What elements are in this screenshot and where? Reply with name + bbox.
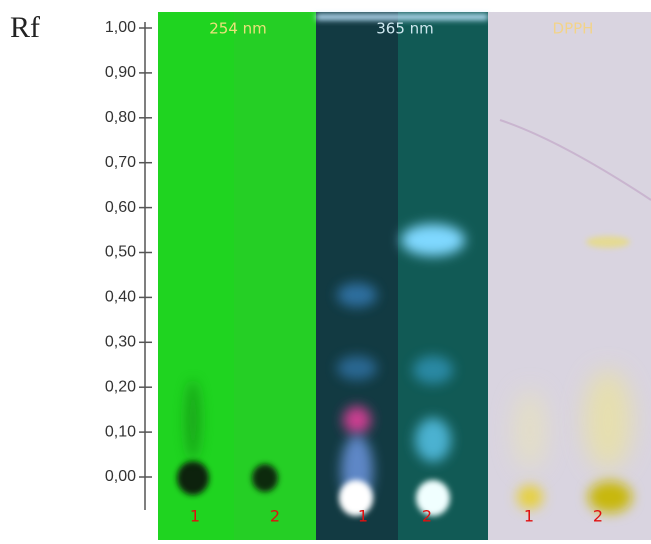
lane-label: 1 <box>190 507 200 526</box>
panel-title: DPPH <box>553 20 594 38</box>
axis-label: Rf <box>10 11 40 44</box>
lane-label: 2 <box>270 507 280 526</box>
tick-label: 0,70 <box>105 154 136 171</box>
tick-label: 0,60 <box>105 199 136 216</box>
lane-label: 2 <box>422 507 432 526</box>
tick-label: 0,90 <box>105 64 136 81</box>
tick-label: 0,50 <box>105 244 136 261</box>
tick-label: 0,10 <box>105 423 136 440</box>
lane-label: 1 <box>524 507 534 526</box>
tick-label: 0,20 <box>105 378 136 395</box>
tick-label: 0,40 <box>105 289 136 306</box>
tlc-figure: Rf 1,00 0,90 0,80 0,70 0,60 0,50 0,40 0,30 0,20 0… <box>0 0 651 540</box>
panel-title: 254 nm <box>209 20 267 38</box>
tick-label: 1,00 <box>105 19 136 36</box>
plate-dpph <box>488 12 651 540</box>
tick-label: 0,80 <box>105 109 136 126</box>
plate-254 <box>158 12 316 540</box>
lane-label: 1 <box>358 507 368 526</box>
lane-label: 2 <box>593 507 603 526</box>
tick-label: 0,30 <box>105 334 136 351</box>
panel-title: 365 nm <box>376 20 434 38</box>
plate-365 <box>316 12 488 540</box>
tick-label: 0,00 <box>105 468 136 485</box>
